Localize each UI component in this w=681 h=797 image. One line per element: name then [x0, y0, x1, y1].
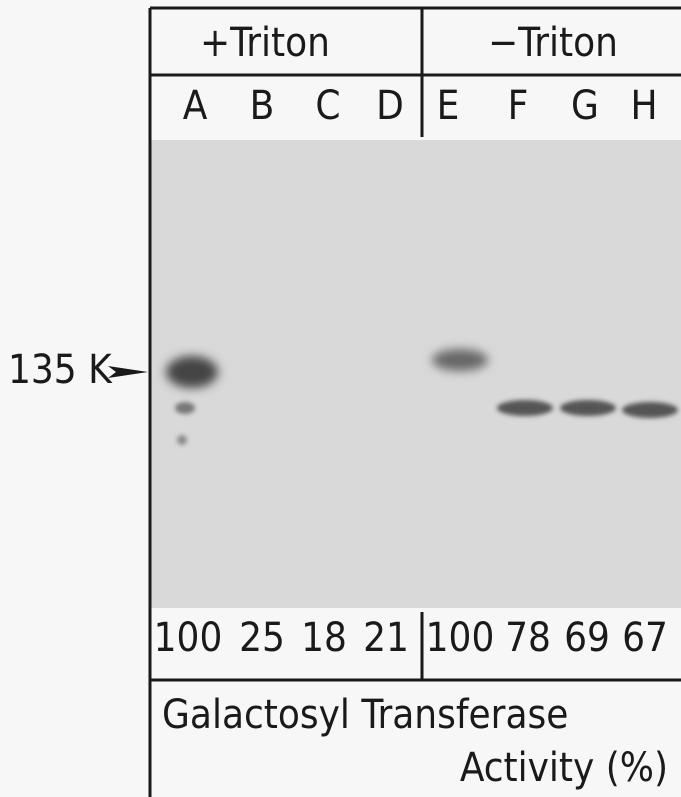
activity-value: 18	[301, 615, 347, 661]
activity-value: 21	[363, 615, 409, 661]
band	[622, 402, 678, 418]
lane-label: D	[376, 83, 404, 129]
lane-label: H	[630, 83, 657, 129]
activity-value: 25	[239, 615, 285, 661]
band	[177, 435, 187, 445]
lane-label: F	[508, 83, 529, 129]
gel	[150, 140, 681, 608]
band	[432, 349, 488, 371]
lane-label: B	[250, 83, 275, 129]
activity-value: 78	[505, 615, 551, 661]
marker-label: 135 K	[8, 347, 113, 393]
group-label: −Triton	[488, 20, 618, 66]
lane-label: E	[437, 83, 460, 129]
activity-value: 100	[426, 615, 495, 661]
caption: Activity (%)	[460, 745, 668, 791]
group-label: +Triton	[200, 20, 330, 66]
figure: +Triton −Triton A B C D E F G H 135 K 10…	[0, 0, 681, 797]
activity-value: 69	[564, 615, 610, 661]
caption: Galactosyl Transferase	[162, 692, 568, 738]
band	[175, 402, 195, 414]
activity-value: 67	[622, 615, 668, 661]
activity-value: 100	[154, 615, 223, 661]
band	[560, 400, 616, 416]
band	[166, 356, 218, 388]
lane-label: G	[571, 83, 599, 129]
lane-label: A	[183, 83, 208, 129]
band	[497, 400, 553, 416]
lane-label: C	[315, 83, 340, 129]
